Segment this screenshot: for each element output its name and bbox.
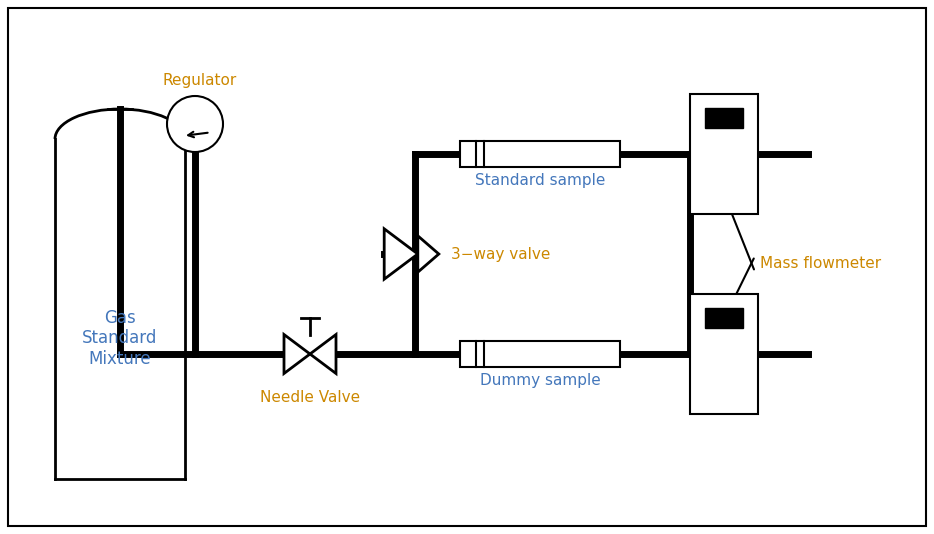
Polygon shape	[384, 229, 417, 279]
Polygon shape	[284, 334, 310, 373]
Text: Gas
Standard
Mixture: Gas Standard Mixture	[82, 309, 158, 368]
Bar	[690, 294, 758, 414]
Bar	[705, 308, 743, 327]
Text: Standard sample: Standard sample	[474, 173, 605, 188]
Text: Regulator: Regulator	[163, 73, 237, 88]
Bar	[690, 94, 758, 214]
Text: Needle Valve: Needle Valve	[260, 390, 361, 405]
Bar	[460, 341, 620, 367]
Bar	[460, 141, 620, 167]
Text: Mass flowmeter: Mass flowmeter	[760, 256, 881, 271]
Text: Dummy sample: Dummy sample	[480, 373, 601, 388]
Polygon shape	[310, 334, 336, 373]
Circle shape	[167, 96, 223, 152]
Text: 3−way valve: 3−way valve	[451, 247, 550, 262]
Bar	[705, 107, 743, 128]
Polygon shape	[417, 236, 439, 272]
